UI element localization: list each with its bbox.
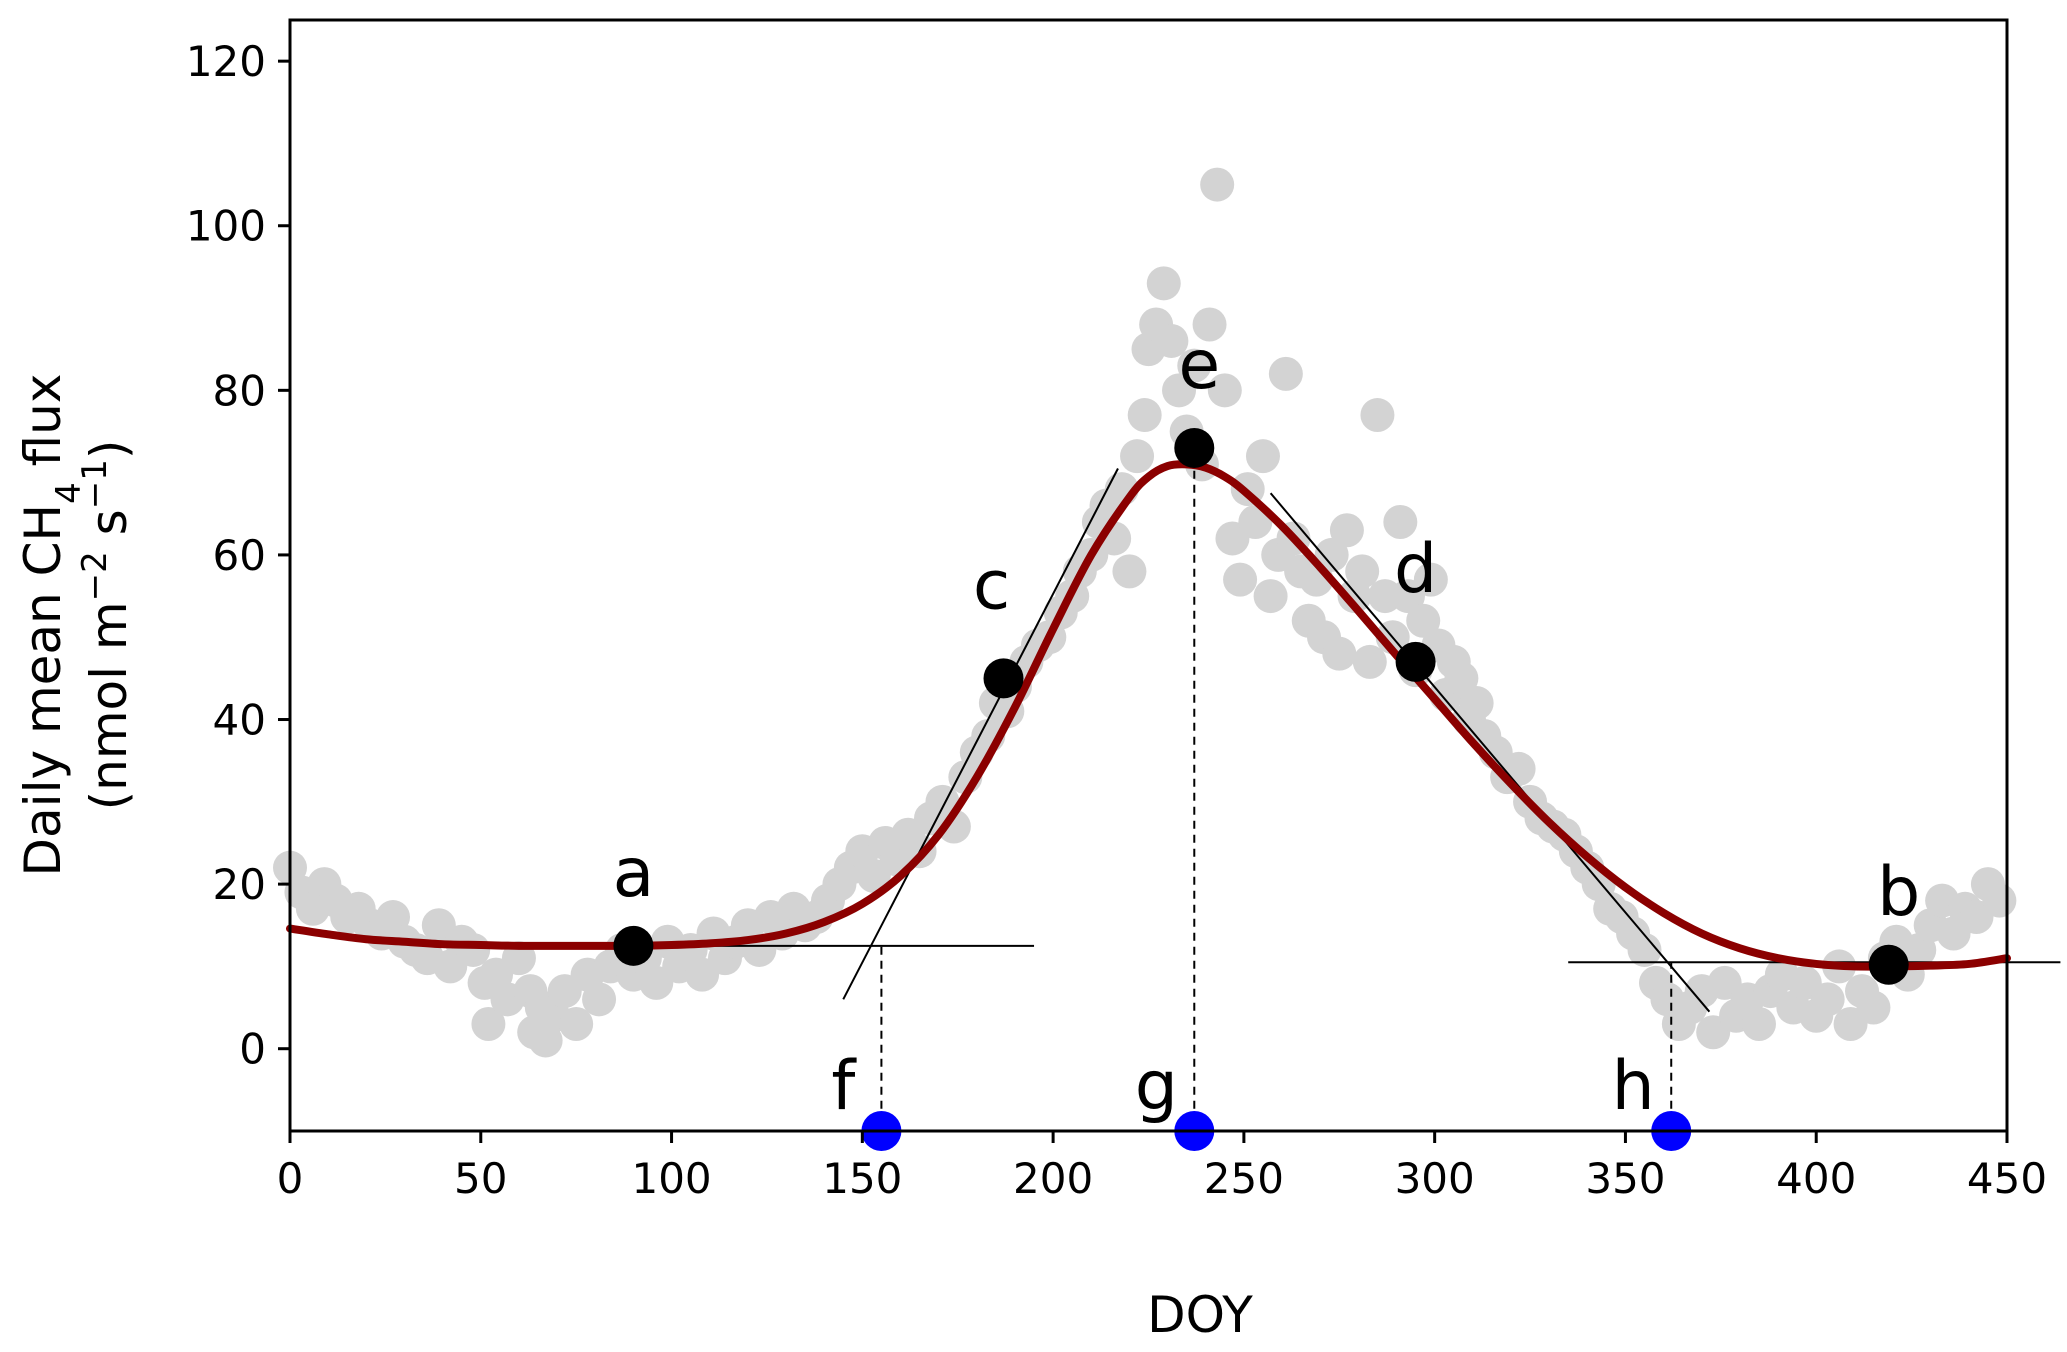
key-point-label-e: e [1178,326,1220,405]
key-point-label-b: b [1877,853,1920,932]
key-point-b [1868,944,1909,985]
observation-point [1268,356,1303,391]
observation-point [1413,562,1448,597]
observation-point [1146,266,1181,301]
y-axis-ticks: 0 20 40 60 80 100 120 [186,37,290,1074]
observation-point [1360,398,1395,433]
observation-point [1207,373,1242,408]
observation-point [1112,554,1147,589]
observation-point [936,809,971,844]
y-axis-title-line2: (nmol m−2 s−1) [75,440,138,811]
phenology-date-label-g: g [1135,1047,1178,1126]
observation-point [1741,1007,1776,1042]
observation-point [1810,982,1845,1017]
x-axis-title: DOY [1147,1286,1253,1344]
x-tick-label: 50 [454,1154,507,1203]
tangent-line [842,468,1119,1000]
observation-point [1245,439,1280,474]
plot-frame [288,18,2009,1133]
key-point-label-c: c [973,546,1010,625]
observation-point [1154,323,1189,358]
observation-point [1120,439,1155,474]
observation-point [1444,661,1479,696]
key-points: a b c d e [613,326,1920,985]
x-axis-ticks: 0 50 100 150 200 250 300 350 400 450 [277,1131,2047,1203]
y-tick-label: 40 [213,696,266,745]
observation-point [1406,603,1441,638]
observation-point [1314,537,1349,572]
observation-point [1856,990,1891,1025]
observation-point [1459,686,1494,721]
observation-point [1192,307,1227,342]
key-point-label-a: a [613,834,655,913]
observation-point [1627,932,1662,967]
observation-points [273,167,2017,1058]
observation-point [1127,398,1162,433]
fit-curve [286,460,2011,971]
observation-point [1345,554,1380,589]
y-axis-title-line1: Daily mean CH4 flux [14,374,89,877]
observation-point [1329,513,1364,548]
y-tick-label: 60 [213,531,266,580]
observation-point [1383,505,1418,540]
x-tick-label: 200 [1013,1154,1093,1203]
observation-point [1162,373,1197,408]
x-tick-label: 450 [1967,1154,2047,1203]
key-point-e [1174,427,1215,468]
x-tick-label: 0 [277,1154,304,1203]
observation-point [559,1007,594,1042]
dashed-lines [880,447,1673,1123]
key-point-a [613,925,654,966]
key-point-d [1395,641,1436,682]
observation-point [1352,644,1387,679]
tangent-line [1269,492,1711,1013]
x-tick-label: 100 [631,1154,711,1203]
y-tick-label: 120 [186,37,266,86]
fit-curve-group [286,460,2011,971]
y-tick-label: 20 [213,860,266,909]
observation-point [1982,883,2017,918]
y-tick-label: 0 [239,1025,266,1074]
y-axis-title: Daily mean CH4 flux (nmol m−2 s−1) [14,374,138,877]
observation-point [1322,636,1357,671]
phenology-date-label-f: f [831,1047,857,1126]
observation-point [1223,562,1258,597]
x-tick-label: 250 [1204,1154,1284,1203]
x-tick-label: 350 [1585,1154,1665,1203]
observation-point [471,1007,506,1042]
observation-point [1177,348,1212,383]
y-tick-label: 100 [186,202,266,251]
key-point-c [983,658,1024,699]
x-tick-label: 400 [1776,1154,1856,1203]
observation-point [1200,167,1235,202]
observation-point [1253,579,1288,614]
x-tick-label: 150 [822,1154,902,1203]
y-tick-label: 80 [213,366,266,415]
phenology-date-label-h: h [1612,1047,1655,1126]
x-tick-label: 300 [1395,1154,1475,1203]
phenology-dates: f g h [831,1047,1692,1151]
observation-point [582,982,617,1017]
key-point-label-d: d [1394,530,1437,609]
